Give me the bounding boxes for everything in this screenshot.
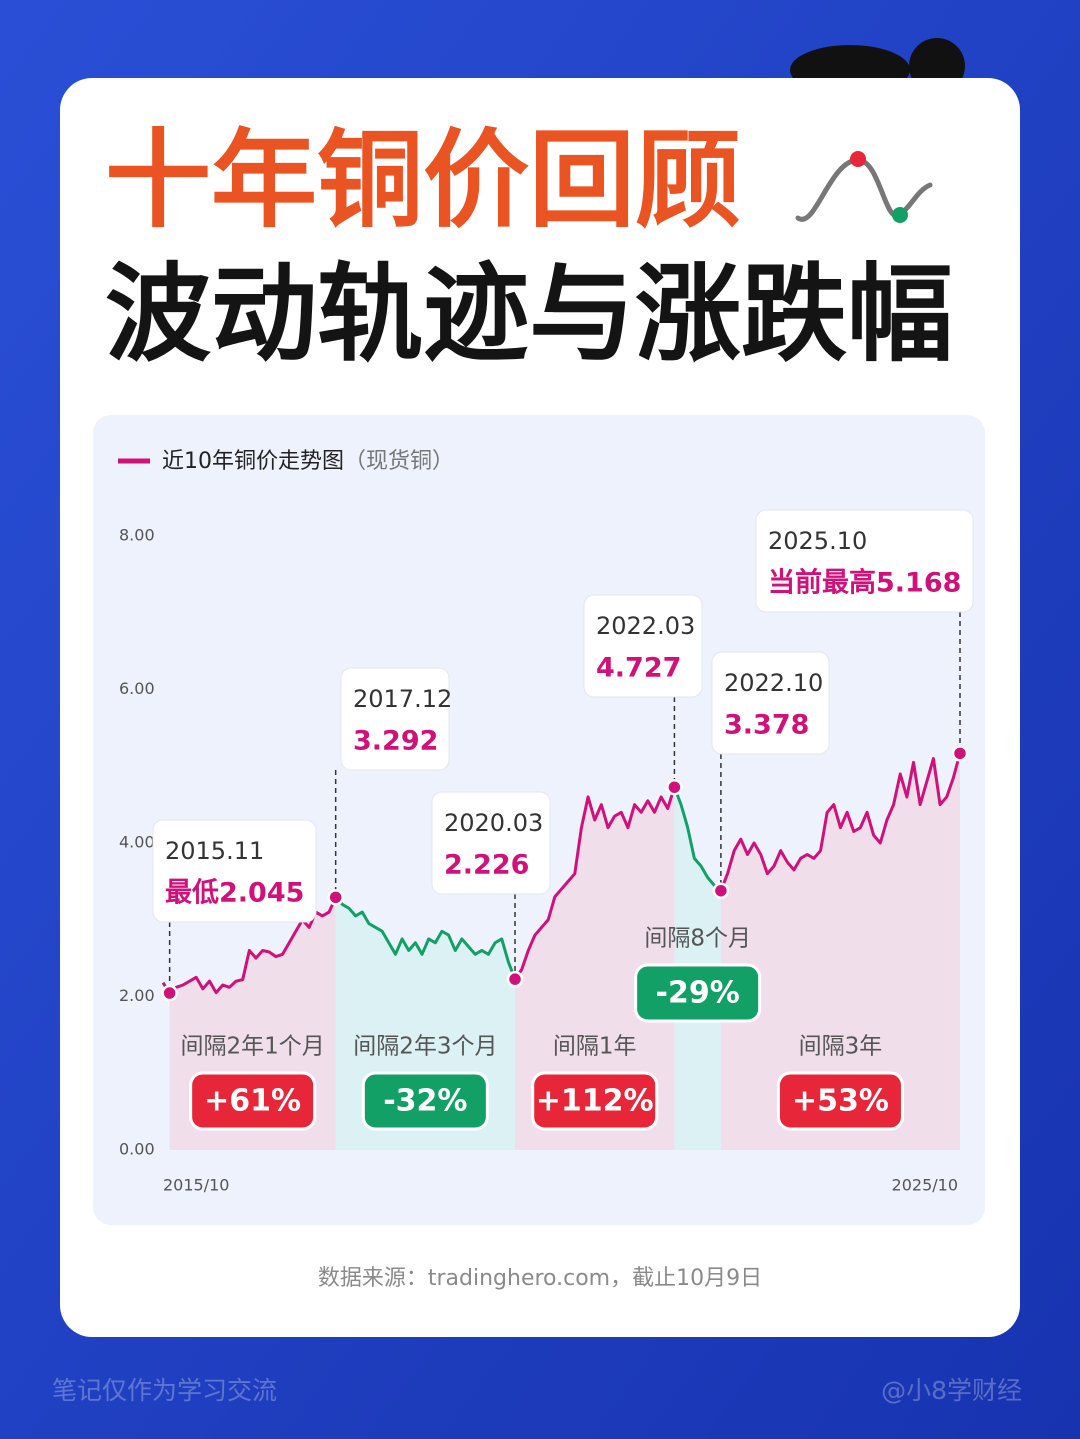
annotation-label: 4.727 (596, 653, 681, 684)
period-label: 间隔3年 (799, 1034, 883, 1060)
annotation-date: 2017.12 (353, 685, 452, 713)
title-line2: 波动轨迹与涨跌幅 (105, 253, 953, 376)
annotation-date: 2025.10 (768, 527, 867, 555)
annotation-box (711, 651, 830, 755)
period-badge (361, 1071, 489, 1131)
period-label: 间隔2年1个月 (181, 1034, 325, 1060)
period-label: 间隔2年3个月 (353, 1034, 497, 1060)
annotation-label: 2.226 (444, 850, 529, 881)
annotation-label: 3.378 (724, 710, 809, 741)
legend-name: 近10年铜价走势图 (162, 449, 344, 474)
wave-icon-dot (850, 151, 866, 167)
period-change: -32% (383, 1084, 467, 1119)
annotation-date: 2015.11 (165, 837, 264, 865)
point (951, 745, 969, 762)
point (161, 984, 178, 1002)
watermark: 笔记仅作为学习交流 (52, 1376, 277, 1405)
point (666, 778, 683, 796)
price-line (161, 752, 962, 995)
period-change: -29% (656, 976, 740, 1011)
legend-note: （现货铜） (344, 449, 454, 474)
period-badge (634, 963, 762, 1023)
y-tick-label: 6.00 (119, 679, 155, 698)
period-label: 间隔8个月 (644, 926, 751, 952)
plot: 0.00 2.00 4.00 6.00 8.00 2015/10 2025/10 2015.1… (119, 509, 974, 1195)
annotation-box (431, 791, 551, 895)
period-change: +112% (536, 1084, 654, 1119)
wave-icon (795, 157, 933, 222)
watermark: @小8学财经 (881, 1376, 1022, 1405)
annotation-date: 2022.03 (596, 612, 695, 640)
period-badge (531, 1071, 659, 1131)
annotation-date: 2020.03 (444, 809, 543, 837)
legend-label: 近10年铜价走势图（现货铜） (162, 449, 454, 474)
annotation-date: 2022.10 (724, 669, 823, 697)
annotation-label: 最低2.045 (165, 878, 304, 909)
annotation-label: 当前最高5.168 (768, 567, 961, 599)
point (327, 889, 344, 906)
annotation-label: 3.292 (353, 726, 438, 757)
y-tick-label: 2.00 (119, 986, 155, 1005)
point (712, 882, 730, 899)
wave-icon-dot (892, 207, 908, 223)
period-change: +61% (204, 1084, 301, 1119)
source: 数据来源：tradinghero.com，截止10月9日 (318, 1266, 762, 1291)
annotation-box (755, 509, 974, 613)
period-area (515, 787, 675, 1150)
annotation-box (583, 594, 703, 698)
annotation-box (152, 819, 317, 923)
y-tick-label: 0.00 (119, 1140, 155, 1159)
period-change: +53% (792, 1084, 889, 1119)
title-line1: 十年铜价回顾 (105, 119, 741, 242)
x-tick-label: 2015/10 (163, 1176, 229, 1195)
period-badge (776, 1071, 904, 1131)
period-label: 间隔1年 (553, 1034, 637, 1060)
annotation-box (340, 667, 450, 771)
point (506, 970, 524, 988)
x-tick-label: 2025/10 (892, 1176, 958, 1195)
y-tick-label: 4.00 (119, 833, 155, 852)
y-tick-label: 8.00 (119, 526, 155, 545)
period-badge (189, 1071, 317, 1131)
